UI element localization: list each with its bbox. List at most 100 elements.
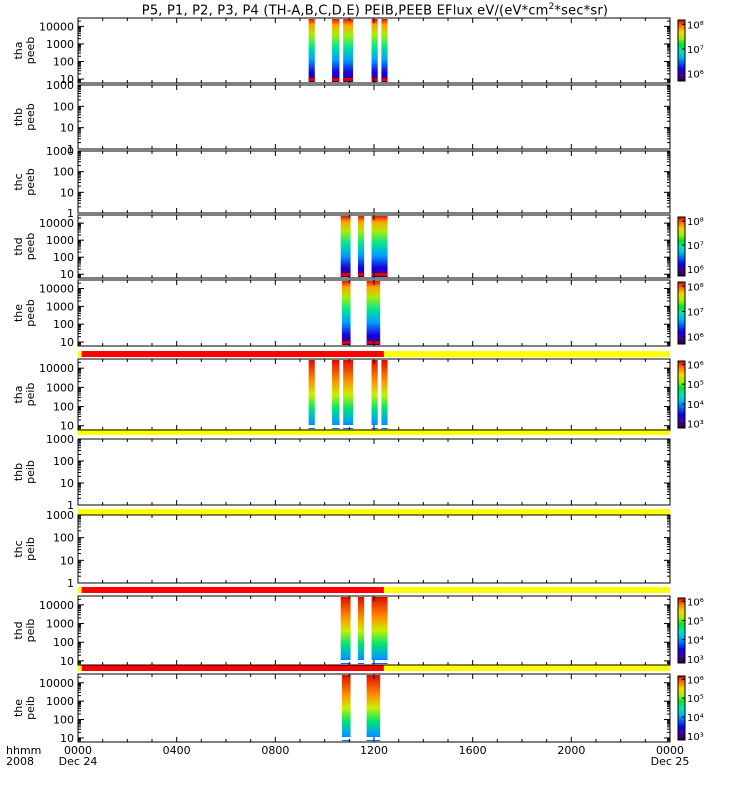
- y-tick-label: 1000: [46, 38, 74, 51]
- panel-instrument-label: peib: [24, 537, 37, 561]
- y-tick-label: 100: [53, 56, 74, 69]
- y-tick-label: 10000: [39, 599, 74, 612]
- panel-frame: [77, 84, 671, 150]
- mode-bar-yellow: [78, 509, 670, 515]
- x-tick-label: 0800: [261, 744, 289, 757]
- colorbar-tick-label: 10⁵: [687, 380, 704, 391]
- y-tick-label: 10000: [39, 20, 74, 33]
- colorbar-tick-label: 10⁷: [687, 241, 704, 252]
- spectrogram-column-base: [371, 660, 388, 663]
- spectrogram-column: [381, 19, 388, 82]
- x-axis-label: hhmm: [6, 744, 41, 757]
- colorbar-tick-label: 10⁸: [687, 282, 704, 293]
- colorbar: [677, 281, 686, 345]
- y-tick-label: 1000: [46, 618, 74, 631]
- panel-the_peeb: 10 100 1000 10000 the peeb 10⁶ 10⁷ 10⁸: [12, 279, 704, 349]
- y-tick-label: 10: [60, 655, 74, 668]
- y-tick-label: 100: [53, 251, 74, 264]
- y-tick-label: 1000: [46, 79, 74, 92]
- spectrogram-column: [340, 216, 351, 277]
- panel-instrument-label: peeb: [24, 233, 37, 261]
- y-tick-label: 1000: [46, 234, 74, 247]
- panel-thc_peib: 1 10 100 1000 thc peib: [12, 509, 671, 590]
- colorbar: [677, 675, 686, 741]
- panel-probe-label: tha: [12, 385, 25, 403]
- spectrogram-column-base: [332, 78, 340, 81]
- spectrogram-column-base: [371, 273, 388, 276]
- panel-instrument-label: peib: [24, 383, 37, 407]
- spectrogram-column: [308, 19, 315, 82]
- colorbar-tick-label: 10³: [687, 655, 704, 666]
- spectrogram-column: [332, 360, 340, 429]
- spectrogram-column-base: [357, 660, 365, 663]
- panel-probe-label: thb: [12, 108, 25, 126]
- y-tick-label: 1: [67, 499, 74, 512]
- spectrogram-column-base: [341, 341, 351, 344]
- panel-instrument-label: peib: [24, 696, 37, 720]
- spectrogram-column: [371, 597, 388, 664]
- colorbar-tick-label: 10⁶: [687, 597, 704, 608]
- mode-bar-yellow: [78, 429, 670, 435]
- panel-thd_peeb: 10 100 1000 10000 thd peeb 10⁶ 10⁷ 10⁸: [12, 214, 704, 281]
- colorbar-tick-label: 10⁶: [687, 675, 704, 686]
- y-tick-label: 1000: [46, 509, 74, 522]
- y-tick-label: 100: [53, 714, 74, 727]
- y-tick-label: 100: [53, 455, 74, 468]
- panel-thb_peeb: 1 10 100 1000 thb peeb: [12, 79, 671, 156]
- spectrogram-column: [366, 675, 381, 741]
- panel-tha_peib: 10 100 1000 10000 tha peib 10³ 10⁴ 10⁵ 10⁶: [12, 358, 704, 433]
- panel-instrument-label: peib: [24, 460, 37, 484]
- panel-instrument-label: peeb: [24, 103, 37, 131]
- panel-thb_peib: 1 10 100 1000 thb peib: [12, 433, 671, 512]
- colorbar-tick-label: 10⁸: [687, 20, 704, 31]
- spectrogram-column-base: [357, 273, 365, 276]
- x-tick-label: 1200: [360, 744, 388, 757]
- mode-bar-red: [81, 351, 384, 357]
- spectrogram-column-base: [371, 78, 378, 81]
- spectrogram-column-base: [340, 660, 351, 663]
- y-tick-label: 10: [60, 122, 74, 135]
- y-tick-label: 10: [60, 73, 74, 86]
- spectrogram-column-base: [341, 737, 351, 740]
- spectrogram-column-base: [343, 425, 354, 428]
- spectrogram-column-base: [366, 737, 381, 740]
- y-tick-label: 1: [67, 577, 74, 590]
- panel-thc_peeb: 1 10 100 1000 thc peeb: [12, 145, 671, 220]
- y-tick-label: 1: [67, 143, 74, 156]
- spectrogram-column-base: [340, 273, 351, 276]
- spectrogram-column: [371, 19, 378, 82]
- spectrogram-column-base: [332, 425, 340, 428]
- panel-probe-label: the: [12, 304, 25, 322]
- spectrogram-column: [343, 360, 354, 429]
- x-tick-label: 2000: [557, 744, 585, 757]
- y-tick-label: 10000: [39, 677, 74, 690]
- colorbar: [677, 360, 686, 429]
- colorbar: [677, 216, 686, 277]
- spectrogram-column: [381, 360, 388, 429]
- panel-instrument-label: peeb: [24, 37, 37, 65]
- colorbar-tick-label: 10⁴: [687, 713, 704, 724]
- y-tick-label: 1000: [46, 300, 74, 313]
- x-tick-label: 1600: [459, 744, 487, 757]
- panel-instrument-label: peib: [24, 619, 37, 643]
- colorbar-tick-label: 10⁷: [687, 45, 704, 56]
- y-tick-label: 100: [53, 166, 74, 179]
- panel-probe-label: tha: [12, 41, 25, 59]
- spectrogram-column: [366, 281, 381, 345]
- y-tick-label: 100: [53, 532, 74, 545]
- colorbar-tick-label: 10³: [687, 732, 704, 743]
- colorbar-tick-label: 10⁸: [687, 217, 704, 228]
- colorbar-tick-label: 10⁶: [687, 360, 704, 371]
- colorbar-tick-label: 10⁴: [687, 636, 704, 647]
- mode-bar-red: [81, 587, 384, 593]
- spectrogram-column: [340, 597, 351, 664]
- panel-probe-label: thc: [12, 173, 25, 190]
- y-tick-label: 1000: [46, 145, 74, 158]
- spectrogram-column: [341, 675, 351, 741]
- spectrogram-column: [343, 19, 354, 82]
- x-tick-label: 0000: [656, 744, 684, 757]
- x-tick-label: 0400: [163, 744, 191, 757]
- colorbar-tick-label: 10⁶: [687, 70, 704, 81]
- spectrogram-column-base: [308, 425, 315, 428]
